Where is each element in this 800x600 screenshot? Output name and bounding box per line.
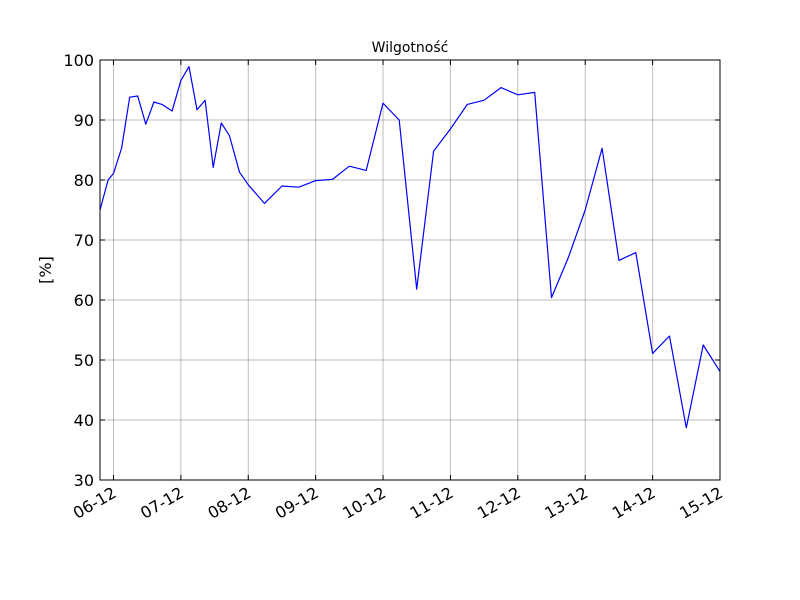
x-tick-label: 08-12 [204,483,254,523]
x-tick-label: 10-12 [339,483,389,523]
y-tick-label: 90 [74,111,94,130]
x-tick-label: 09-12 [272,483,322,523]
y-tick-label: 70 [74,231,94,250]
data-series-layer [99,65,721,429]
y-tick-label: 30 [74,471,94,490]
x-tick-label: 15-12 [676,483,726,523]
y-axis-label: [%] [36,256,55,284]
x-tick-label: 07-12 [137,483,187,523]
y-tick-label: 100 [63,51,94,70]
y-tick-label: 50 [74,351,94,370]
y-tick-label: 40 [74,411,94,430]
x-tick-labels: 06-12 07-12 08-12 09-12 10-12 11-12 12-12 13-12… [70,483,726,523]
plot-frame [99,59,721,481]
x-tick-label: 14-12 [609,483,659,523]
x-tick-label: 11-12 [407,483,457,523]
y-tick-labels: 30 40 50 60 70 80 90 100 [63,51,94,490]
chart-title: Wilgotność [372,40,449,56]
x-tick-label: 13-12 [541,483,591,523]
y-tick-label: 60 [74,291,94,310]
x-tick-label: 12-12 [474,483,524,523]
tick-marks [100,59,721,481]
humidity-series-line [99,65,721,429]
grid-lines [100,60,721,480]
y-tick-label: 80 [74,171,94,190]
